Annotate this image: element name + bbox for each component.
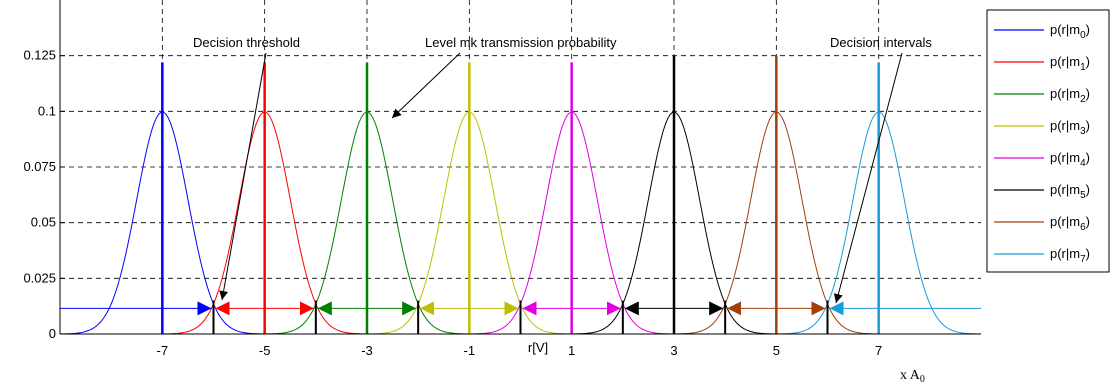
x-tick-label: -7 <box>157 343 169 358</box>
x-tick-label: 3 <box>670 343 677 358</box>
axes <box>59 0 981 335</box>
x-tick-label: 1 <box>568 343 575 358</box>
x-axis-label: r[V] <box>528 340 548 355</box>
legend: p(r|m0) p(r|m1) p(r|m2) p(r|m3) p(r|m4) p(r|m… <box>986 9 1110 273</box>
y-tick-label: 0.025 <box>23 270 56 285</box>
legend-label: p(r|m6) <box>1050 214 1090 233</box>
legend-box <box>986 9 1110 273</box>
x-tick-label: -1 <box>464 343 476 358</box>
y-tick-label: 0.1 <box>38 103 56 118</box>
legend-label: p(r|m0) <box>1050 22 1090 41</box>
tick-labels: 0 0.025 0.05 0.075 0.1 0.125 -7 -5 -3 -1 1 3 5 7 <box>23 48 882 358</box>
y-tick-label: 0.125 <box>23 48 56 63</box>
y-tick-label: 0.05 <box>31 215 56 230</box>
annotations: Decision threshold Level mk transmission… <box>193 35 932 304</box>
legend-label: p(r|m3) <box>1050 118 1090 137</box>
x-tick-label: 5 <box>773 343 780 358</box>
annotation-arrow-threshold <box>219 52 267 301</box>
legend-label: p(r|m4) <box>1050 150 1090 169</box>
annotation-level-probability: Level mk transmission probability <box>425 35 617 50</box>
x-tick-label: -5 <box>259 343 271 358</box>
annotation-arrow-level <box>391 52 461 119</box>
legend-label: p(r|m1) <box>1050 54 1090 73</box>
x-tick-label: 7 <box>875 343 882 358</box>
probability-stems <box>161 55 880 334</box>
legend-label: p(r|m5) <box>1050 182 1090 201</box>
y-tick-label: 0 <box>49 326 56 341</box>
annotation-decision-intervals: Decision intervals <box>830 35 932 50</box>
x-unit-note: x A0 <box>900 368 925 385</box>
annotation-arrow-intervals <box>833 52 903 304</box>
y-tick-label: 0.075 <box>23 159 56 174</box>
legend-label: p(r|m2) <box>1050 86 1090 105</box>
x-tick-label: -3 <box>361 343 373 358</box>
annotation-decision-threshold: Decision threshold <box>193 35 300 50</box>
legend-label: p(r|m7) <box>1050 246 1090 265</box>
